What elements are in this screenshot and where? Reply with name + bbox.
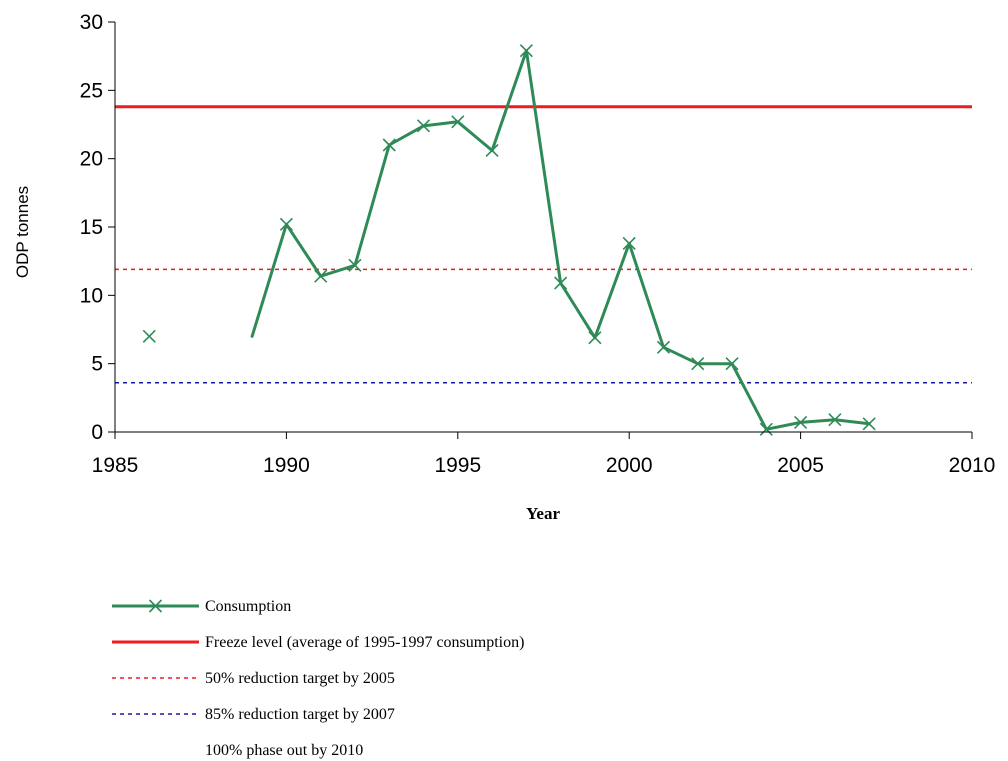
legend: Consumption Freeze level (average of 1995…: [112, 598, 524, 759]
y-axis-title: ODP tonnes: [13, 186, 32, 278]
legend-item-3: 50% reduction target by 2005: [112, 670, 395, 687]
data-point-2004: [759, 422, 773, 436]
legend-label: Freeze level (average of 1995-1997 consu…: [205, 634, 524, 651]
x-tick-label: 1985: [92, 454, 139, 477]
marker-stroke: [759, 422, 773, 436]
data-point-1992: [348, 258, 362, 272]
legend-label: 85% reduction target by 2007: [205, 706, 395, 723]
marker-stroke: [588, 331, 602, 345]
data-point-2000: [622, 236, 636, 250]
y-tick-label: 5: [91, 353, 103, 376]
y-tick-label: 30: [80, 11, 103, 34]
y-tick-label: 25: [80, 79, 103, 102]
data-point-2007: [862, 417, 876, 431]
y-tick-label: 10: [80, 284, 103, 307]
marker-stroke: [314, 269, 328, 283]
data-point-1995: [451, 115, 465, 129]
x-tick-label: 2000: [606, 454, 653, 477]
marker-stroke: [725, 357, 739, 371]
x-tick-label: 1995: [434, 454, 481, 477]
marker-stroke: [382, 138, 396, 152]
data-point-1994: [416, 119, 431, 133]
marker-stroke: [451, 115, 465, 129]
x-tick-label: 1990: [263, 454, 310, 477]
marker-stroke: [554, 276, 568, 290]
data-point-1993: [382, 138, 396, 152]
marker-stroke: [622, 236, 636, 250]
data-point-1986: [142, 329, 156, 343]
data-point-1997: [519, 44, 533, 58]
data-point-1991: [314, 269, 328, 283]
legend-item-1: Consumption: [112, 598, 291, 615]
data-point-2003: [725, 357, 739, 371]
marker-stroke: [519, 44, 533, 58]
data-point-2002: [691, 357, 705, 371]
marker-stroke: [862, 417, 876, 431]
data-point-2005: [794, 415, 808, 429]
y-tick-label: 0: [91, 421, 103, 444]
data-point-1998: [554, 276, 568, 290]
legend-item-5: 100% phase out by 2010: [205, 742, 363, 759]
data-point-1990: [279, 217, 293, 231]
marker-stroke: [142, 329, 156, 343]
marker-stroke: [691, 357, 705, 371]
y-tick-label: 15: [80, 216, 103, 239]
marker-stroke: [656, 340, 671, 354]
legend-label: 100% phase out by 2010: [205, 742, 363, 759]
data-point-1999: [588, 331, 602, 345]
plot-area: [115, 44, 972, 436]
marker-stroke: [416, 119, 431, 133]
marker-stroke: [279, 217, 293, 231]
marker-stroke: [348, 258, 362, 272]
tick-labels: 0 5 10 15 20 25 30 1985 1990 1995 2000 2005 2010: [80, 11, 996, 477]
legend-marker: [148, 599, 163, 613]
data-point-2006: [828, 413, 842, 427]
data-point-2001: [656, 340, 671, 354]
marker-stroke: [828, 413, 842, 427]
legend-item-2: Freeze level (average of 1995-1997 consu…: [112, 634, 524, 651]
axes: [108, 21, 973, 439]
data-point-1996: [485, 143, 499, 158]
y-tick-label: 20: [80, 148, 103, 171]
legend-label: Consumption: [205, 598, 291, 615]
legend-item-4: 85% reduction target by 2007: [112, 706, 395, 723]
marker-stroke: [485, 143, 499, 158]
legend-label: 50% reduction target by 2005: [205, 670, 395, 687]
x-axis-title: Year: [526, 504, 560, 523]
x-tick-label: 2005: [777, 454, 824, 477]
x-tick-label: 2010: [949, 454, 996, 477]
marker-stroke: [794, 415, 808, 429]
